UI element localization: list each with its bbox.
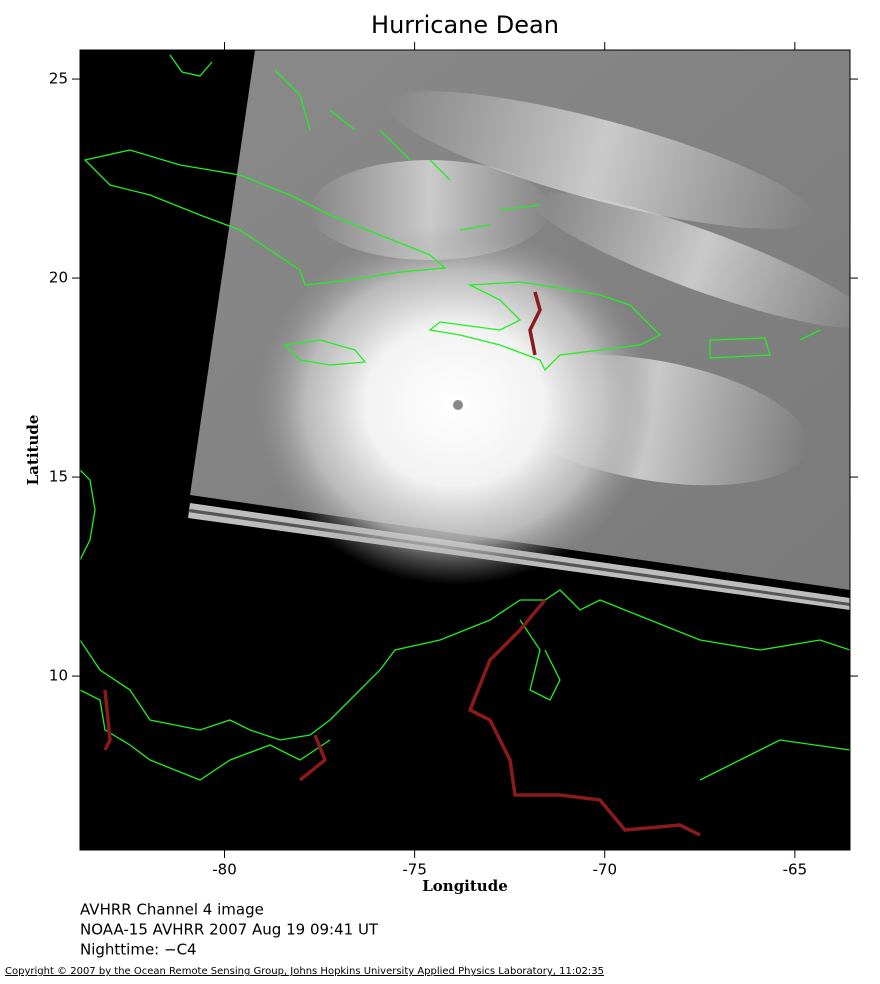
x-tick-label: -80 bbox=[212, 861, 237, 879]
x-tick-label: -70 bbox=[592, 861, 617, 879]
note: NOAA-15 AVHRR 2007 Aug 19 09:41 UT bbox=[80, 921, 379, 939]
x-tick-label: -75 bbox=[402, 861, 427, 879]
x-tick-label: -65 bbox=[783, 861, 808, 879]
y-tick-label: 15 bbox=[49, 468, 68, 486]
y-tick-label: 20 bbox=[49, 269, 68, 287]
copyright: Copyright © 2007 by the Ocean Remote Sen… bbox=[5, 966, 604, 977]
satellite-image bbox=[80, 50, 850, 850]
note: AVHRR Channel 4 image bbox=[80, 901, 264, 919]
plot-frame bbox=[79, 49, 851, 851]
y-tick-label: 25 bbox=[49, 70, 68, 88]
note: Nighttime: −C4 bbox=[80, 941, 197, 959]
y-axis-label: Latitude bbox=[24, 415, 42, 486]
y-tick-label: 10 bbox=[49, 667, 68, 685]
map-title: Hurricane Dean bbox=[371, 11, 559, 39]
x-axis-label: Longitude bbox=[422, 877, 508, 895]
